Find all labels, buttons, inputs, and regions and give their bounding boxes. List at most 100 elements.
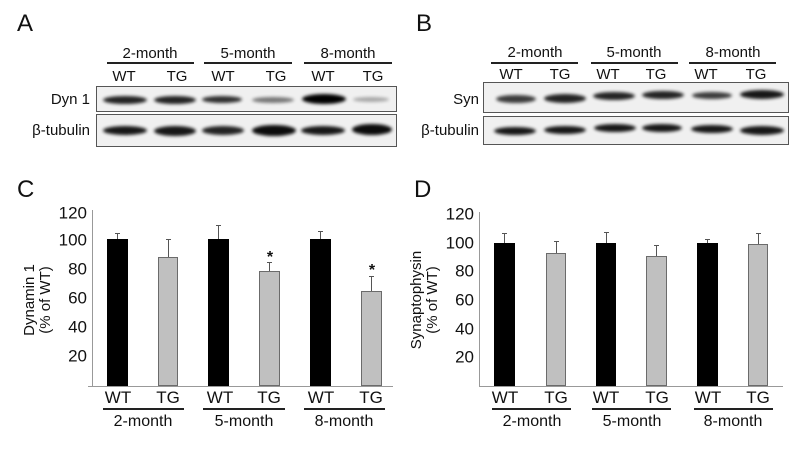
blot-band	[692, 92, 732, 99]
group-underline	[203, 408, 285, 410]
y-tick-label: 20	[455, 347, 474, 367]
blot-band	[252, 125, 296, 136]
group-underline	[103, 408, 184, 410]
panel-a-lane-label: WT	[112, 68, 136, 85]
y-tick-label: 80	[68, 259, 87, 279]
panel-a-lane-label: WT	[311, 68, 335, 85]
x-tick-label: TG	[544, 388, 568, 407]
x-tick-label: WT	[592, 388, 620, 407]
blot-band	[103, 126, 147, 135]
panel-b-blot-syn	[483, 82, 789, 113]
error-cap	[604, 232, 609, 233]
panel-a-lane-label: TG	[362, 68, 384, 85]
x-tick-label: TG	[746, 388, 770, 407]
x-tick-label: WT	[491, 388, 519, 407]
error-cap	[369, 276, 374, 277]
y-tick-label: 20	[68, 346, 87, 366]
panel-a-group-underline	[107, 62, 194, 64]
panel-b-letter: B	[416, 10, 433, 37]
blot-band	[740, 90, 784, 99]
panel-a-blot-tubulin	[96, 114, 397, 147]
error-cap	[267, 262, 272, 263]
bar-wt-5month	[208, 239, 229, 386]
error-bar	[168, 239, 169, 257]
panel-a-group-label: 8-month	[320, 45, 376, 62]
panel-a-lane-label: WT	[211, 68, 235, 85]
y-tick-label: 60	[68, 288, 87, 308]
blot-band	[352, 124, 392, 135]
panel-a-group-label: 2-month	[122, 45, 178, 62]
group-label: 8-month	[703, 413, 763, 430]
error-cap	[705, 239, 710, 240]
blot-band	[154, 96, 196, 104]
y-tick-label: 40	[68, 317, 87, 337]
group-label: 2-month	[113, 413, 173, 430]
blot-band	[301, 126, 345, 135]
y-tick-label: 40	[455, 319, 474, 339]
y-tick-label: 120	[445, 204, 474, 224]
blot-band	[202, 126, 244, 135]
blot-band	[353, 97, 389, 102]
panel-a-lane-label: TG	[265, 68, 287, 85]
error-cap	[115, 233, 120, 234]
x-tick-label: WT	[694, 388, 722, 407]
y-axis	[92, 210, 93, 387]
panel-a-blot-dyn1	[96, 86, 397, 112]
error-cap	[554, 241, 559, 242]
error-bar	[556, 241, 557, 253]
panel-b-lane-label: WT	[596, 66, 620, 83]
y-axis	[479, 212, 480, 387]
x-tick-label: WT	[307, 388, 335, 407]
error-cap	[502, 233, 507, 234]
panel-a-row-label-tubulin: β-tubulin	[32, 122, 90, 139]
x-axis	[479, 386, 783, 387]
error-cap	[756, 233, 761, 234]
panel-b-group-underline	[689, 62, 776, 64]
panel-b-group-label: 5-month	[606, 44, 662, 61]
panel-d-letter: D	[414, 176, 432, 203]
blot-band	[496, 95, 536, 103]
panel-b-row-label-tubulin: β-tubulin	[421, 122, 479, 139]
panel-b-group-label: 2-month	[507, 44, 563, 61]
x-tick-label: TG	[645, 388, 669, 407]
significance-marker: *	[266, 249, 274, 266]
panel-a-group-underline	[204, 62, 292, 64]
panel-b-lane-label: TG	[745, 66, 767, 83]
blot-band	[544, 126, 586, 134]
bar-wt-2month	[107, 239, 128, 386]
blot-band	[252, 97, 294, 103]
panel-b-lane-label: TG	[645, 66, 667, 83]
panel-c-letter: C	[17, 176, 35, 203]
x-axis	[88, 386, 393, 387]
panel-b-lane-label: WT	[499, 66, 523, 83]
error-bar	[606, 232, 607, 243]
blot-band	[691, 125, 733, 133]
panel-b-group-underline	[591, 62, 678, 64]
error-cap	[654, 245, 659, 246]
panel-b-lane-label: TG	[549, 66, 571, 83]
panel-b-group-label: 8-month	[705, 44, 761, 61]
panel-b-row-label-syn: Syn	[453, 91, 479, 108]
blot-band	[154, 126, 196, 136]
blot-band	[642, 124, 682, 132]
y-tick-label: 120	[58, 203, 87, 223]
panel-b-group-underline	[491, 62, 578, 64]
blot-band	[544, 94, 586, 103]
group-underline	[492, 408, 571, 410]
bar-tg-2month	[158, 257, 178, 386]
blot-band	[594, 124, 636, 132]
group-underline	[304, 408, 385, 410]
panel-b-lane-label: WT	[694, 66, 718, 83]
group-label: 5-month	[602, 413, 662, 430]
group-label: 5-month	[214, 413, 274, 430]
group-label: 2-month	[502, 413, 562, 430]
bar-wt-2month	[494, 243, 515, 386]
error-bar	[758, 233, 759, 244]
bar-tg-5month	[646, 256, 667, 386]
error-bar	[320, 231, 321, 239]
panel-a-lane-label: TG	[166, 68, 188, 85]
blot-band	[494, 127, 536, 135]
y-axis-title-line1: Dynamin 1	[21, 264, 38, 336]
error-bar	[656, 245, 657, 256]
bar-wt-5month	[596, 243, 616, 386]
